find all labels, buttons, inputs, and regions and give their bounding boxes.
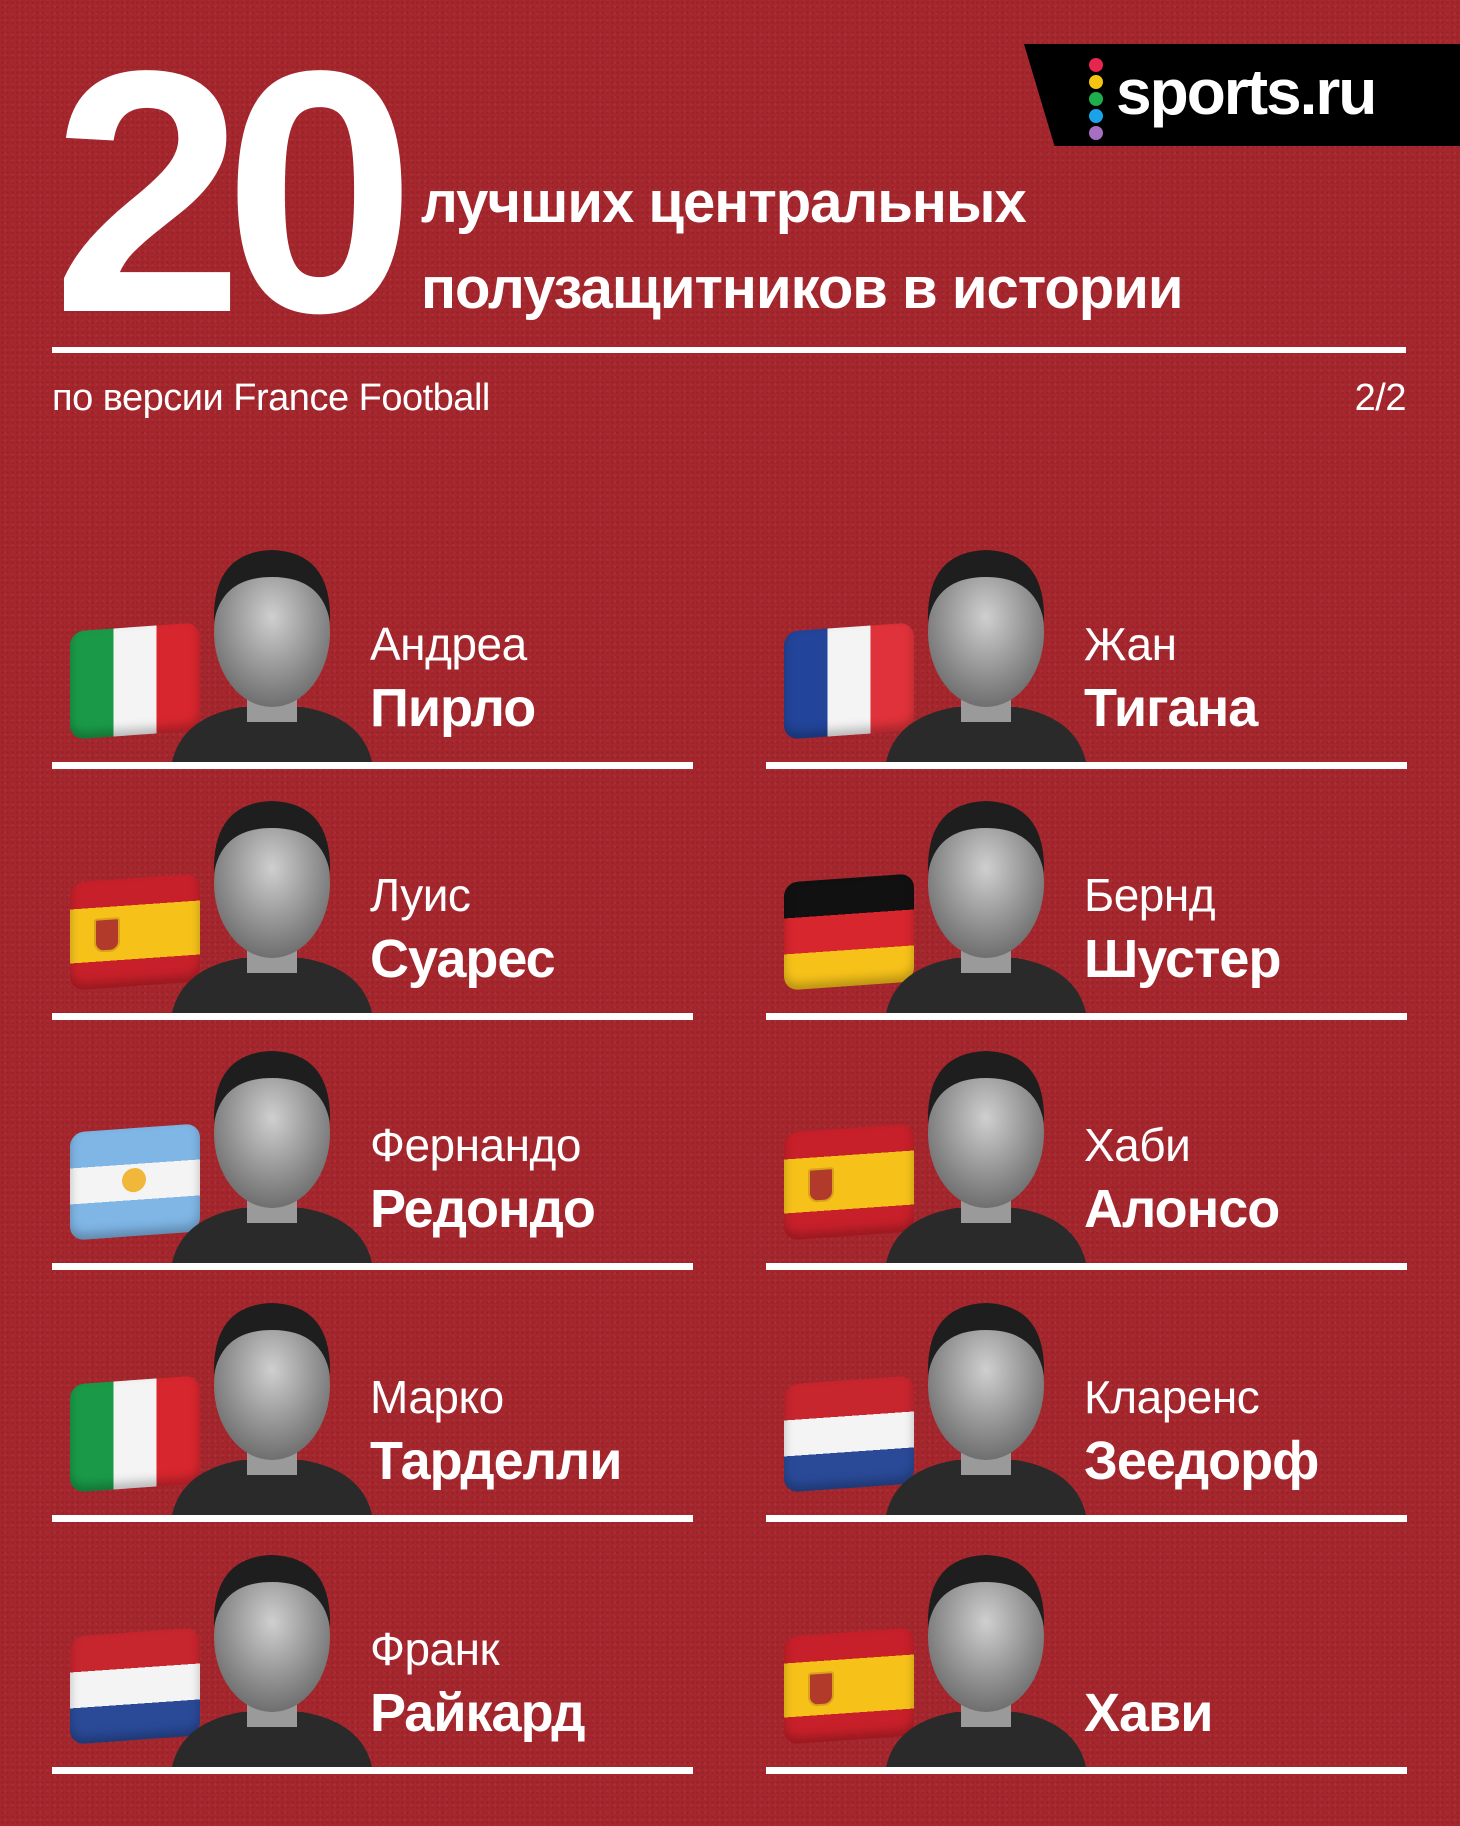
player-first-name: Андреа xyxy=(370,618,527,670)
player-last-name: Тарделли xyxy=(370,1431,622,1491)
player-last-name: Алонсо xyxy=(1084,1179,1280,1239)
player-photo xyxy=(886,1051,1086,1263)
player-last-name: Тигана xyxy=(1084,678,1258,738)
player-card: Франк Райкард xyxy=(52,1534,693,1774)
coat-of-arms-icon xyxy=(808,1167,834,1203)
player-last-name: Райкард xyxy=(370,1683,586,1743)
player-card: Луис Суарес xyxy=(52,780,693,1020)
subtitle: по версии France Football xyxy=(52,377,490,419)
player-card: Хави xyxy=(766,1534,1407,1774)
player-photo xyxy=(172,1555,372,1767)
player-last-name: Суарес xyxy=(370,929,556,989)
player-photo xyxy=(172,801,372,1013)
player-photo xyxy=(172,550,372,762)
player-first-name: Жан xyxy=(1084,618,1177,670)
player-photo xyxy=(886,801,1086,1013)
player-card: Фернандо Редондо xyxy=(52,1030,693,1270)
player-first-name: Бернд xyxy=(1084,869,1216,921)
player-photo xyxy=(886,1303,1086,1515)
logo-dots-icon xyxy=(1089,58,1105,143)
player-first-name: Фернандо xyxy=(370,1119,581,1171)
page-title: лучших центральных полузащитников в исто… xyxy=(421,160,1184,332)
player-first-name: Кларенс xyxy=(1084,1371,1260,1423)
player-card: Хаби Алонсо xyxy=(766,1030,1407,1270)
logo-dot xyxy=(1089,92,1103,106)
player-last-name: Шустер xyxy=(1084,929,1281,989)
sports-ru-logo: sports.ru xyxy=(1024,44,1460,146)
player-card: Кларенс Зеедорф xyxy=(766,1282,1407,1522)
player-first-name: Хаби xyxy=(1084,1119,1191,1171)
coat-of-arms-icon xyxy=(94,917,120,953)
player-first-name: Луис xyxy=(370,869,471,921)
header-divider xyxy=(52,347,1406,353)
player-card: Бернд Шустер xyxy=(766,780,1407,1020)
card-divider xyxy=(52,1767,693,1774)
sun-icon xyxy=(122,1167,146,1193)
card-divider xyxy=(52,762,693,769)
player-photo xyxy=(172,1051,372,1263)
title-line-1: лучших центральных xyxy=(421,170,1027,235)
player-card: Марко Тарделли xyxy=(52,1282,693,1522)
logo-dot xyxy=(1089,58,1103,72)
player-card: Андреа Пирло xyxy=(52,529,693,769)
card-divider xyxy=(766,1013,1407,1020)
player-last-name: Пирло xyxy=(370,678,536,738)
player-photo xyxy=(886,550,1086,762)
player-last-name: Редондо xyxy=(370,1179,596,1239)
title-line-2: полузащитников в истории xyxy=(421,256,1184,321)
page-indicator: 2/2 xyxy=(1354,377,1407,419)
player-last-name: Хави xyxy=(1084,1683,1213,1743)
card-divider xyxy=(766,1767,1407,1774)
card-divider xyxy=(52,1263,693,1270)
player-first-name: Марко xyxy=(370,1371,504,1423)
player-photo xyxy=(172,1303,372,1515)
logo-dot xyxy=(1089,109,1103,123)
player-photo xyxy=(886,1555,1086,1767)
player-first-name: Франк xyxy=(370,1623,500,1675)
player-last-name: Зеедорф xyxy=(1084,1431,1319,1491)
logo-dot xyxy=(1089,75,1103,89)
logo-dot xyxy=(1089,126,1103,140)
player-card: Жан Тигана xyxy=(766,529,1407,769)
card-divider xyxy=(766,762,1407,769)
coat-of-arms-icon xyxy=(808,1671,834,1707)
card-divider xyxy=(52,1013,693,1020)
ranking-number: 20 xyxy=(52,0,416,385)
card-divider xyxy=(766,1515,1407,1522)
card-divider xyxy=(766,1263,1407,1270)
logo-text: sports.ru xyxy=(1116,56,1377,128)
card-divider xyxy=(52,1515,693,1522)
